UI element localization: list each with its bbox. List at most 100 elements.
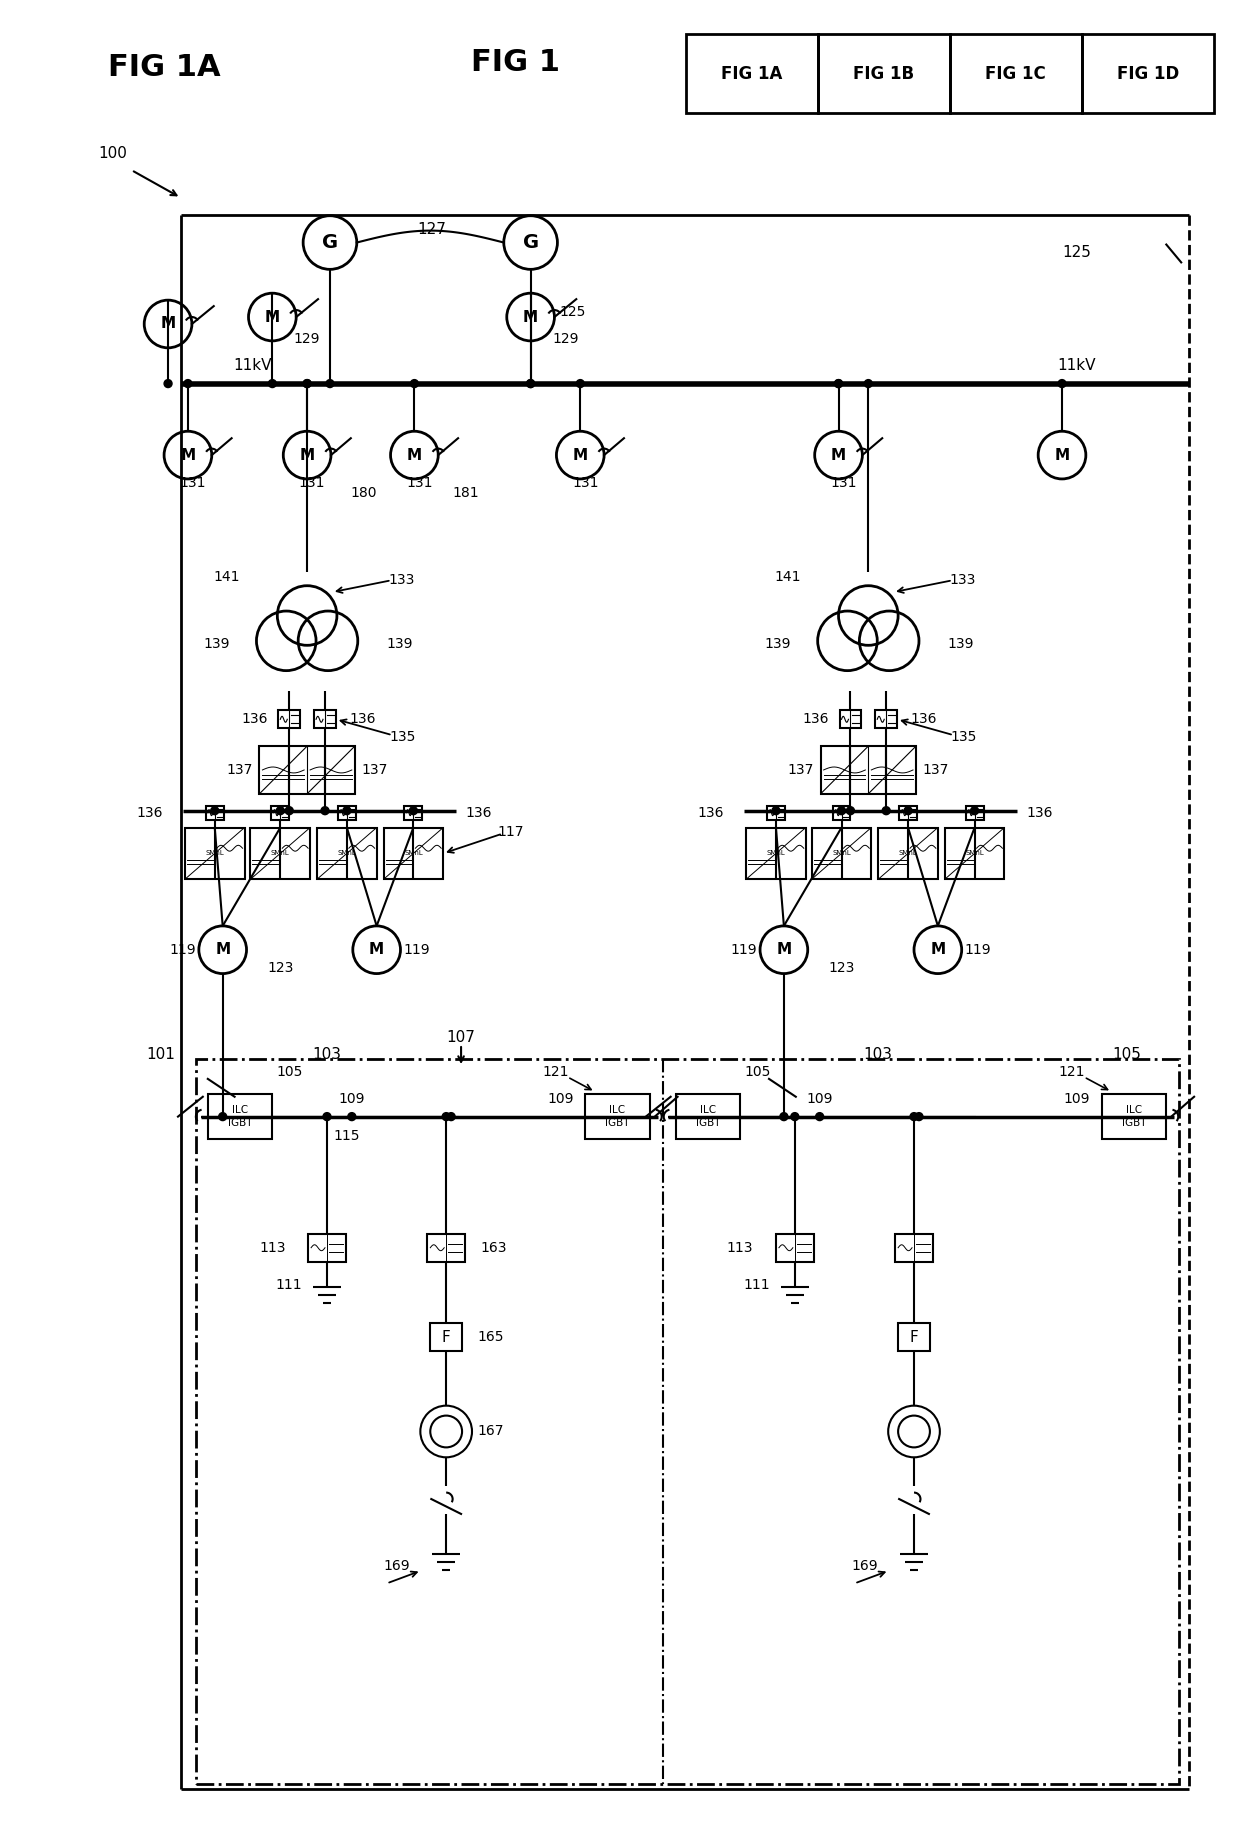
Circle shape <box>527 380 534 387</box>
Text: 163: 163 <box>481 1241 507 1256</box>
Text: 11kV: 11kV <box>233 358 272 372</box>
Text: G: G <box>322 234 339 252</box>
Circle shape <box>448 1113 455 1121</box>
Text: 109: 109 <box>806 1091 833 1106</box>
Circle shape <box>322 1113 331 1121</box>
Text: M: M <box>160 316 176 332</box>
Text: FIG 1B: FIG 1B <box>853 64 914 82</box>
Circle shape <box>577 380 584 387</box>
Bar <box>945 827 1004 880</box>
Circle shape <box>835 380 842 387</box>
Text: SMnL: SMnL <box>766 850 785 856</box>
Bar <box>966 805 983 819</box>
Circle shape <box>780 1113 787 1121</box>
Text: 181: 181 <box>453 485 480 500</box>
Text: F: F <box>441 1330 450 1345</box>
Bar <box>832 805 851 819</box>
Text: M: M <box>1054 447 1070 462</box>
Text: SMnL: SMnL <box>404 850 423 856</box>
Text: 125: 125 <box>1063 245 1091 259</box>
Text: 141: 141 <box>774 569 801 584</box>
Text: ILC
IGBT: ILC IGBT <box>1122 1106 1146 1128</box>
Text: 127: 127 <box>417 223 445 237</box>
Text: 139: 139 <box>764 637 791 652</box>
Circle shape <box>847 807 854 814</box>
Text: 109: 109 <box>547 1091 574 1106</box>
Text: 165: 165 <box>477 1330 505 1345</box>
Text: 109: 109 <box>339 1091 365 1106</box>
Text: 135: 135 <box>951 730 977 745</box>
Text: M: M <box>930 942 945 958</box>
Circle shape <box>791 1113 799 1121</box>
Bar <box>250 827 310 880</box>
Text: SMnL: SMnL <box>832 850 851 856</box>
Text: M: M <box>300 447 315 462</box>
Text: 131: 131 <box>180 476 206 489</box>
Text: 105: 105 <box>1112 1046 1141 1062</box>
Circle shape <box>218 1113 227 1121</box>
Text: 139: 139 <box>947 637 975 652</box>
Circle shape <box>915 1113 923 1121</box>
Text: 123: 123 <box>828 960 854 975</box>
Text: 115: 115 <box>334 1130 360 1144</box>
Circle shape <box>211 807 218 814</box>
Text: 136: 136 <box>698 805 724 819</box>
Text: 137: 137 <box>227 763 253 777</box>
Circle shape <box>303 380 311 387</box>
Circle shape <box>321 807 329 814</box>
Text: M: M <box>180 447 196 462</box>
Text: 119: 119 <box>403 944 430 956</box>
Text: M: M <box>215 942 231 958</box>
Bar <box>430 1323 463 1350</box>
Text: 131: 131 <box>407 476 433 489</box>
Text: 136: 136 <box>465 805 491 819</box>
Text: FIG 1: FIG 1 <box>471 47 560 77</box>
Text: 103: 103 <box>864 1046 893 1062</box>
Circle shape <box>410 380 418 387</box>
Text: 137: 137 <box>923 763 949 777</box>
Bar <box>776 1234 813 1261</box>
Bar <box>278 710 300 728</box>
Circle shape <box>164 380 172 387</box>
Text: 109: 109 <box>1064 1091 1090 1106</box>
Bar <box>208 1095 273 1139</box>
Bar <box>585 1095 650 1139</box>
Circle shape <box>527 380 534 387</box>
Text: 131: 131 <box>572 476 599 489</box>
Circle shape <box>326 380 334 387</box>
Circle shape <box>277 807 284 814</box>
Bar <box>308 1234 346 1261</box>
Text: 133: 133 <box>950 573 976 588</box>
Text: 113: 113 <box>259 1241 285 1256</box>
Text: 135: 135 <box>389 730 415 745</box>
Bar <box>875 710 897 728</box>
Text: 107: 107 <box>446 1029 475 1044</box>
Text: 133: 133 <box>388 573 414 588</box>
Text: FIG 1C: FIG 1C <box>986 64 1047 82</box>
Text: FIG 1A: FIG 1A <box>720 64 782 82</box>
Text: 121: 121 <box>542 1066 569 1079</box>
Text: 167: 167 <box>477 1425 505 1438</box>
Text: M: M <box>573 447 588 462</box>
Text: 119: 119 <box>965 944 991 956</box>
Text: FIG 1D: FIG 1D <box>1117 64 1179 82</box>
Circle shape <box>343 807 351 814</box>
Circle shape <box>268 380 277 387</box>
Bar <box>950 35 1081 113</box>
Circle shape <box>864 380 872 387</box>
Text: 136: 136 <box>802 712 828 726</box>
Text: G: G <box>522 234 538 252</box>
Text: 119: 119 <box>170 944 196 956</box>
Bar <box>817 35 950 113</box>
Text: 100: 100 <box>98 146 128 161</box>
Bar <box>686 35 817 113</box>
Text: SMnL: SMnL <box>965 850 985 856</box>
Circle shape <box>184 380 192 387</box>
Text: 119: 119 <box>730 944 758 956</box>
Bar <box>185 827 244 880</box>
Text: 136: 136 <box>350 712 376 726</box>
Circle shape <box>285 807 293 814</box>
Bar <box>899 805 918 819</box>
Circle shape <box>910 1113 918 1121</box>
Text: ILC
IGBT: ILC IGBT <box>696 1106 720 1128</box>
